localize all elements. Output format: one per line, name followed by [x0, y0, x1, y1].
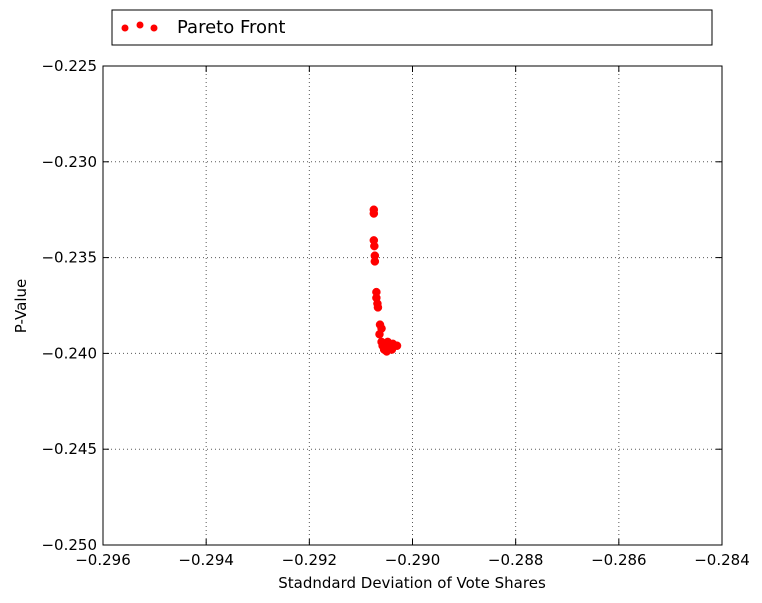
x-tick-label: −0.286: [591, 551, 647, 569]
y-axis-title: P-Value: [12, 279, 30, 333]
scatter-point: [370, 241, 379, 251]
legend-marker-dot: [136, 21, 144, 29]
scatter-point: [375, 329, 384, 339]
x-tick-label: −0.284: [694, 551, 750, 569]
scatter-point: [392, 341, 402, 350]
legend-box: [111, 9, 713, 46]
plot-area: [103, 66, 722, 545]
x-axis-title: Stadndard Deviation of Vote Shares: [278, 574, 546, 592]
scatter-point: [369, 209, 379, 218]
x-tick-label: −0.294: [178, 551, 234, 569]
scatter-point: [373, 303, 383, 312]
scatter-point: [383, 337, 392, 347]
x-tick-label: −0.296: [75, 551, 131, 569]
x-tick-label: −0.290: [385, 551, 441, 569]
y-tick-label: −0.240: [41, 344, 97, 362]
y-tick-label: −0.250: [41, 536, 97, 554]
scatter-point: [370, 257, 380, 266]
x-tick-label: −0.292: [282, 551, 338, 569]
legend-markers: [121, 21, 158, 32]
y-tick-label: −0.230: [41, 153, 97, 171]
y-tick-labels: −0.250 −0.245 −0.240 −0.235 −0.230 −0.225: [41, 57, 97, 554]
scatter-points: [369, 205, 402, 356]
y-tick-label: −0.245: [41, 440, 97, 458]
legend-label: Pareto Front: [177, 17, 285, 38]
y-tick-label: −0.225: [41, 57, 97, 75]
legend-marker-dot: [150, 24, 158, 32]
legend-marker-dot: [121, 24, 129, 32]
x-tick-labels: −0.296 −0.294 −0.292 −0.290 −0.288 −0.286 −0.2…: [75, 551, 750, 569]
plot-frame: [102, 65, 723, 546]
x-tick-label: −0.288: [488, 551, 544, 569]
y-tick-label: −0.235: [41, 249, 97, 267]
